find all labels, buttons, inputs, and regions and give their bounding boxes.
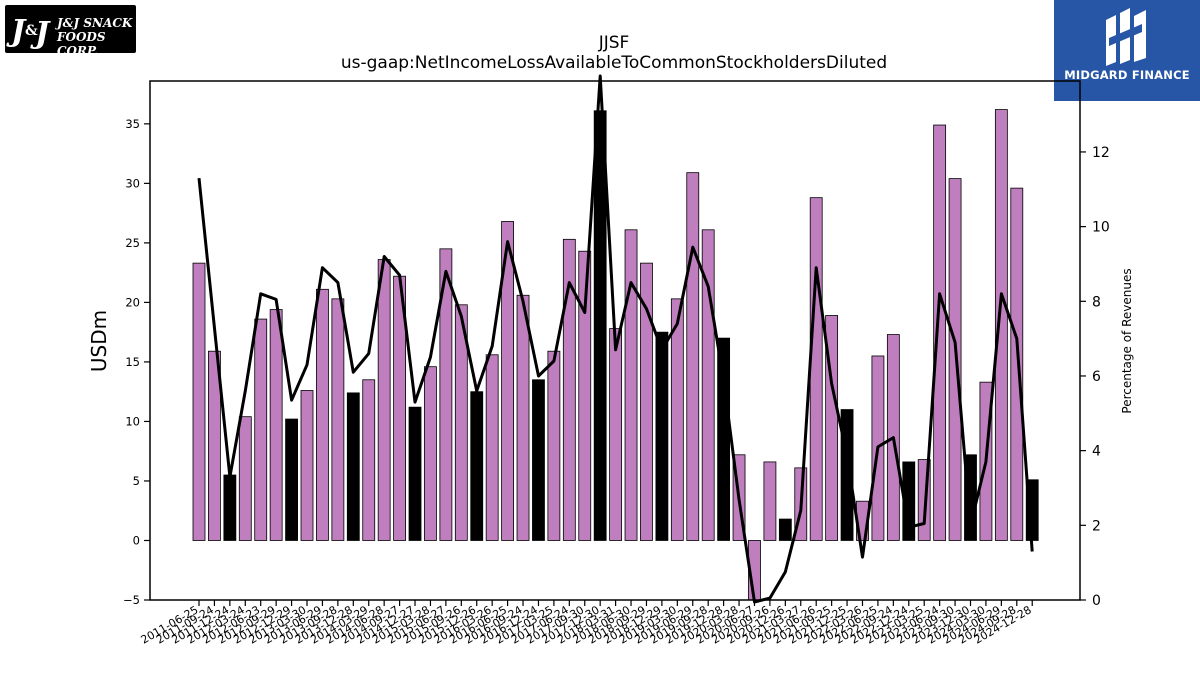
left-axis: −5 0 5 10 15 20 25 30 35	[123, 117, 150, 607]
right-tick-label: 0	[1092, 593, 1101, 609]
bar	[501, 221, 515, 541]
jj-monogram-icon: J & J	[6, 14, 51, 51]
bar	[516, 294, 530, 541]
bar	[593, 110, 607, 541]
left-tick-label: 30	[125, 176, 140, 190]
midgard-finance-logo: MIDGARD FINANCE	[1054, 0, 1200, 101]
bar	[1010, 187, 1024, 541]
left-tick-label: 10	[125, 414, 140, 428]
bar	[809, 197, 823, 541]
percentage-line	[197, 74, 1034, 604]
right-tick-label: 2	[1092, 518, 1101, 534]
x-axis: 2011-06-252011-09-242011-12-242012-03-24…	[139, 600, 1034, 647]
right-tick-label: 4	[1092, 444, 1101, 460]
bar	[208, 350, 221, 541]
bar	[547, 350, 561, 541]
right-axis: 0 2 4 6 8 10 12	[1080, 145, 1110, 609]
bar	[778, 518, 792, 541]
bar	[223, 474, 237, 541]
bar	[994, 109, 1008, 541]
right-tick-label: 8	[1092, 294, 1101, 310]
bar	[717, 337, 731, 541]
left-tick-label: 20	[125, 295, 140, 309]
left-tick-label: −5	[123, 593, 140, 607]
chart-subtitle: us-gaap:NetIncomeLossAvailableToCommonSt…	[341, 53, 887, 73]
bar	[578, 250, 592, 541]
bar	[408, 406, 422, 541]
bar	[285, 418, 298, 541]
bar	[485, 354, 499, 541]
left-tick-label: 25	[125, 236, 140, 250]
bar	[532, 379, 545, 541]
y-axis-label-right: Percentage of Revenues	[1120, 268, 1134, 413]
jj-snack-foods-logo: J & J J&J SNACK FOODS CORP.	[5, 5, 136, 58]
plot-frame	[149, 80, 1081, 601]
bar	[763, 461, 777, 541]
bar	[686, 172, 700, 541]
y-axis-label-left: USDm	[87, 310, 111, 372]
svg-text:J: J	[30, 16, 51, 51]
bar	[424, 366, 437, 541]
left-tick-label: 15	[125, 355, 140, 369]
bar	[609, 328, 623, 541]
bar	[254, 318, 268, 541]
logo-left-text: J&J SNACK FOODS CORP.	[57, 16, 133, 58]
left-tick-label: 35	[125, 117, 140, 131]
right-tick-label: 12	[1092, 145, 1110, 161]
bar	[269, 309, 283, 541]
bar	[624, 229, 638, 541]
bar	[655, 331, 669, 541]
bar	[670, 298, 684, 541]
bar	[377, 259, 391, 541]
bar	[300, 390, 314, 541]
bar	[454, 304, 468, 541]
svg-text:&: &	[25, 23, 38, 39]
left-tick-label: 0	[133, 533, 140, 547]
bar	[439, 248, 453, 541]
bar	[362, 379, 376, 541]
bar	[933, 124, 947, 541]
chart-title: JJSF	[598, 33, 630, 53]
midgard-emblem-icon	[1106, 8, 1146, 66]
bar	[902, 461, 916, 541]
right-tick-label: 10	[1092, 220, 1110, 236]
bar	[238, 416, 252, 541]
svg-text:J: J	[6, 14, 27, 49]
bar	[192, 262, 206, 541]
left-tick-label: 5	[133, 474, 140, 488]
bar	[562, 238, 576, 541]
bar	[470, 391, 484, 541]
bar	[316, 288, 329, 541]
logo-right-text: MIDGARD FINANCE	[1064, 68, 1190, 82]
bar	[346, 392, 360, 541]
bar	[640, 262, 653, 541]
bar	[331, 298, 345, 541]
right-tick-label: 6	[1092, 369, 1101, 385]
